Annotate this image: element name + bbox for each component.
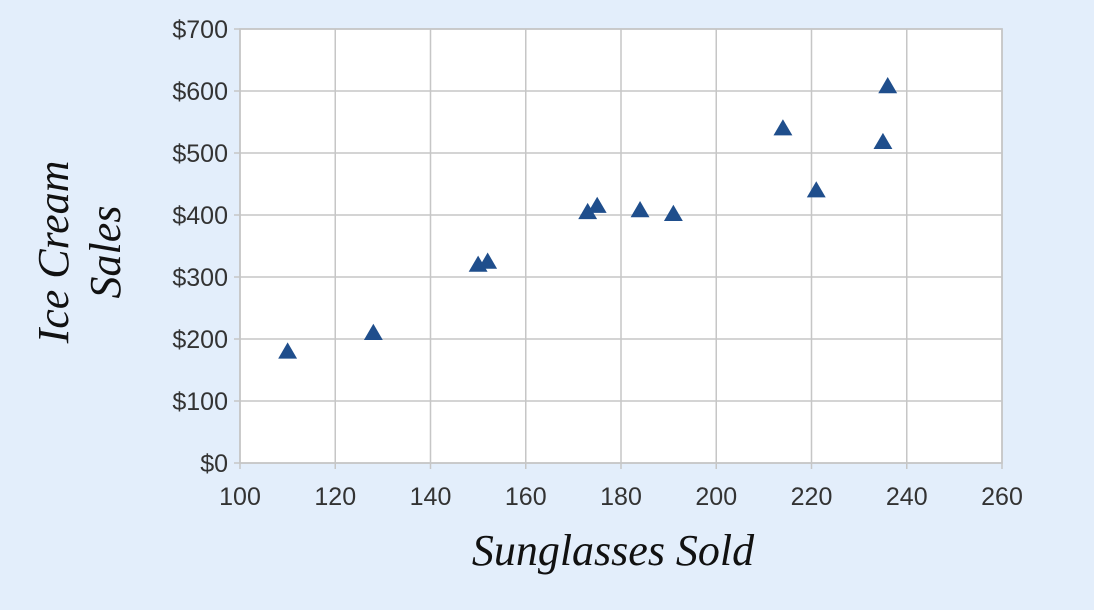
data-point-triangle [873,132,893,150]
data-point-triangle [630,201,650,218]
x-tick-label: 180 [600,483,642,511]
x-axis-title: Sunglasses Sold [472,526,755,575]
y-axis-title-line-1: Ice Cream [29,161,78,345]
data-point-triangle [278,342,298,359]
y-tick-label: $500 [172,140,228,168]
data-point-triangle [478,252,498,269]
y-axis-title-line-2: Sales [81,206,130,299]
x-tick-label: 160 [505,483,547,511]
y-axis-title: Ice Cream Sales [29,161,130,345]
data-point-triangle [363,323,383,340]
data-point-triangle [806,181,826,198]
data-point-triangle [578,202,598,220]
x-tick-label: 220 [791,483,833,511]
x-tick-label: 200 [695,483,737,511]
tick-labels: 100 120 140 160 180 200 220 240 260 $0 $100 $200 $30… [172,16,1022,511]
y-tick-label: $400 [172,202,228,230]
data-point-triangle [773,119,793,136]
data-point-triangle [663,204,683,221]
x-tick-label: 240 [886,483,928,511]
data-point-triangle [878,77,898,94]
x-tick-label: 100 [219,483,261,511]
y-tick-label: $0 [200,450,228,478]
y-tick-label: $600 [172,78,228,106]
y-tick-label: $100 [172,388,228,416]
x-tick-label: 140 [410,483,452,511]
grid-lines [234,28,1003,469]
y-tick-label: $300 [172,264,228,292]
y-tick-label: $700 [172,16,228,44]
data-point-triangle [587,196,607,213]
x-tick-label: 260 [981,483,1023,511]
x-tick-label: 120 [314,483,356,511]
data-points [278,77,898,359]
y-tick-label: $200 [172,326,228,354]
